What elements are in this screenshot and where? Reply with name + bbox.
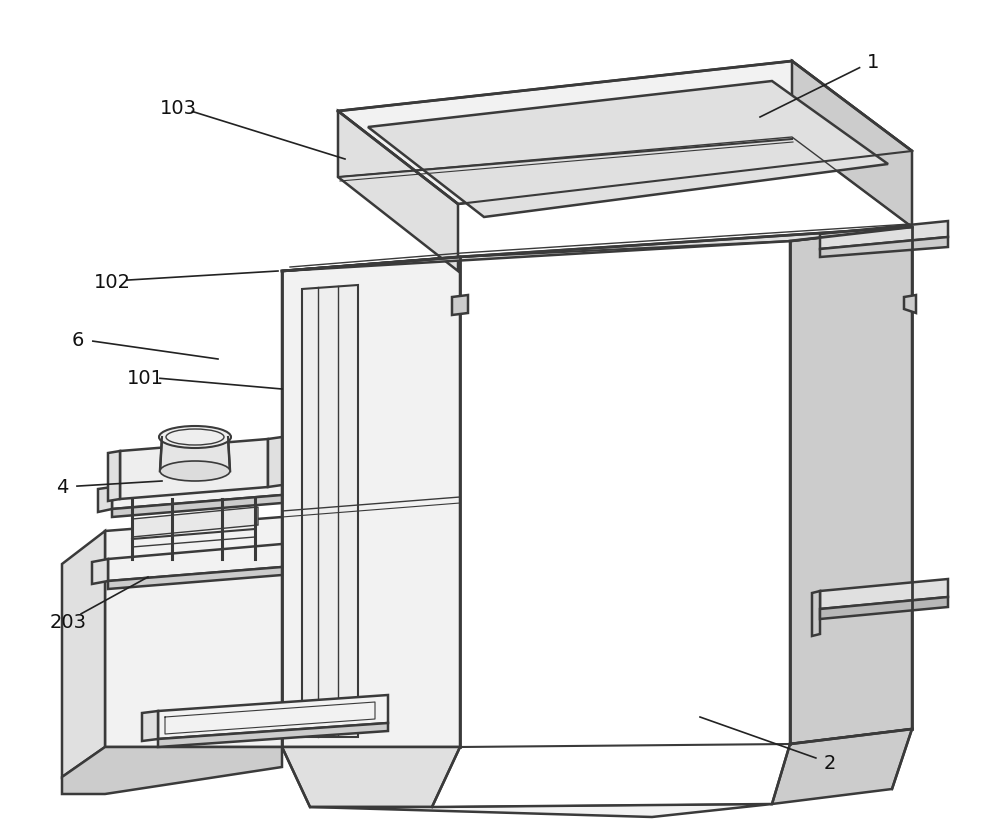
Polygon shape — [790, 227, 912, 744]
Polygon shape — [338, 112, 458, 272]
Polygon shape — [132, 507, 258, 538]
Polygon shape — [108, 451, 120, 502]
Polygon shape — [98, 487, 112, 512]
Polygon shape — [302, 286, 358, 737]
Polygon shape — [820, 597, 948, 619]
Ellipse shape — [160, 461, 230, 482]
Polygon shape — [120, 440, 268, 499]
Polygon shape — [368, 82, 888, 217]
Polygon shape — [904, 296, 916, 314]
Polygon shape — [772, 729, 912, 804]
Text: 6: 6 — [72, 330, 84, 349]
Polygon shape — [452, 296, 468, 316]
Polygon shape — [268, 437, 282, 487]
Polygon shape — [820, 237, 948, 257]
Text: 102: 102 — [94, 273, 131, 291]
Text: 103: 103 — [160, 99, 197, 117]
Polygon shape — [108, 544, 282, 581]
Polygon shape — [62, 532, 105, 777]
Polygon shape — [282, 257, 460, 747]
Polygon shape — [142, 711, 158, 741]
Polygon shape — [112, 473, 282, 509]
Text: 203: 203 — [50, 612, 87, 630]
Polygon shape — [158, 723, 388, 747]
Text: 101: 101 — [127, 368, 164, 387]
Polygon shape — [108, 568, 282, 589]
Polygon shape — [92, 559, 108, 584]
Polygon shape — [62, 747, 282, 794]
Polygon shape — [112, 496, 282, 517]
Polygon shape — [310, 804, 772, 817]
Text: 2: 2 — [824, 753, 836, 772]
Polygon shape — [820, 579, 948, 609]
Polygon shape — [792, 62, 912, 227]
Polygon shape — [160, 437, 230, 472]
Text: 1: 1 — [867, 53, 879, 71]
Polygon shape — [812, 591, 820, 636]
Polygon shape — [105, 517, 282, 747]
Polygon shape — [338, 62, 912, 205]
Polygon shape — [158, 696, 388, 739]
Text: 4: 4 — [56, 478, 68, 497]
Polygon shape — [282, 747, 460, 807]
Polygon shape — [282, 227, 912, 272]
Polygon shape — [820, 222, 948, 250]
Ellipse shape — [159, 426, 231, 448]
